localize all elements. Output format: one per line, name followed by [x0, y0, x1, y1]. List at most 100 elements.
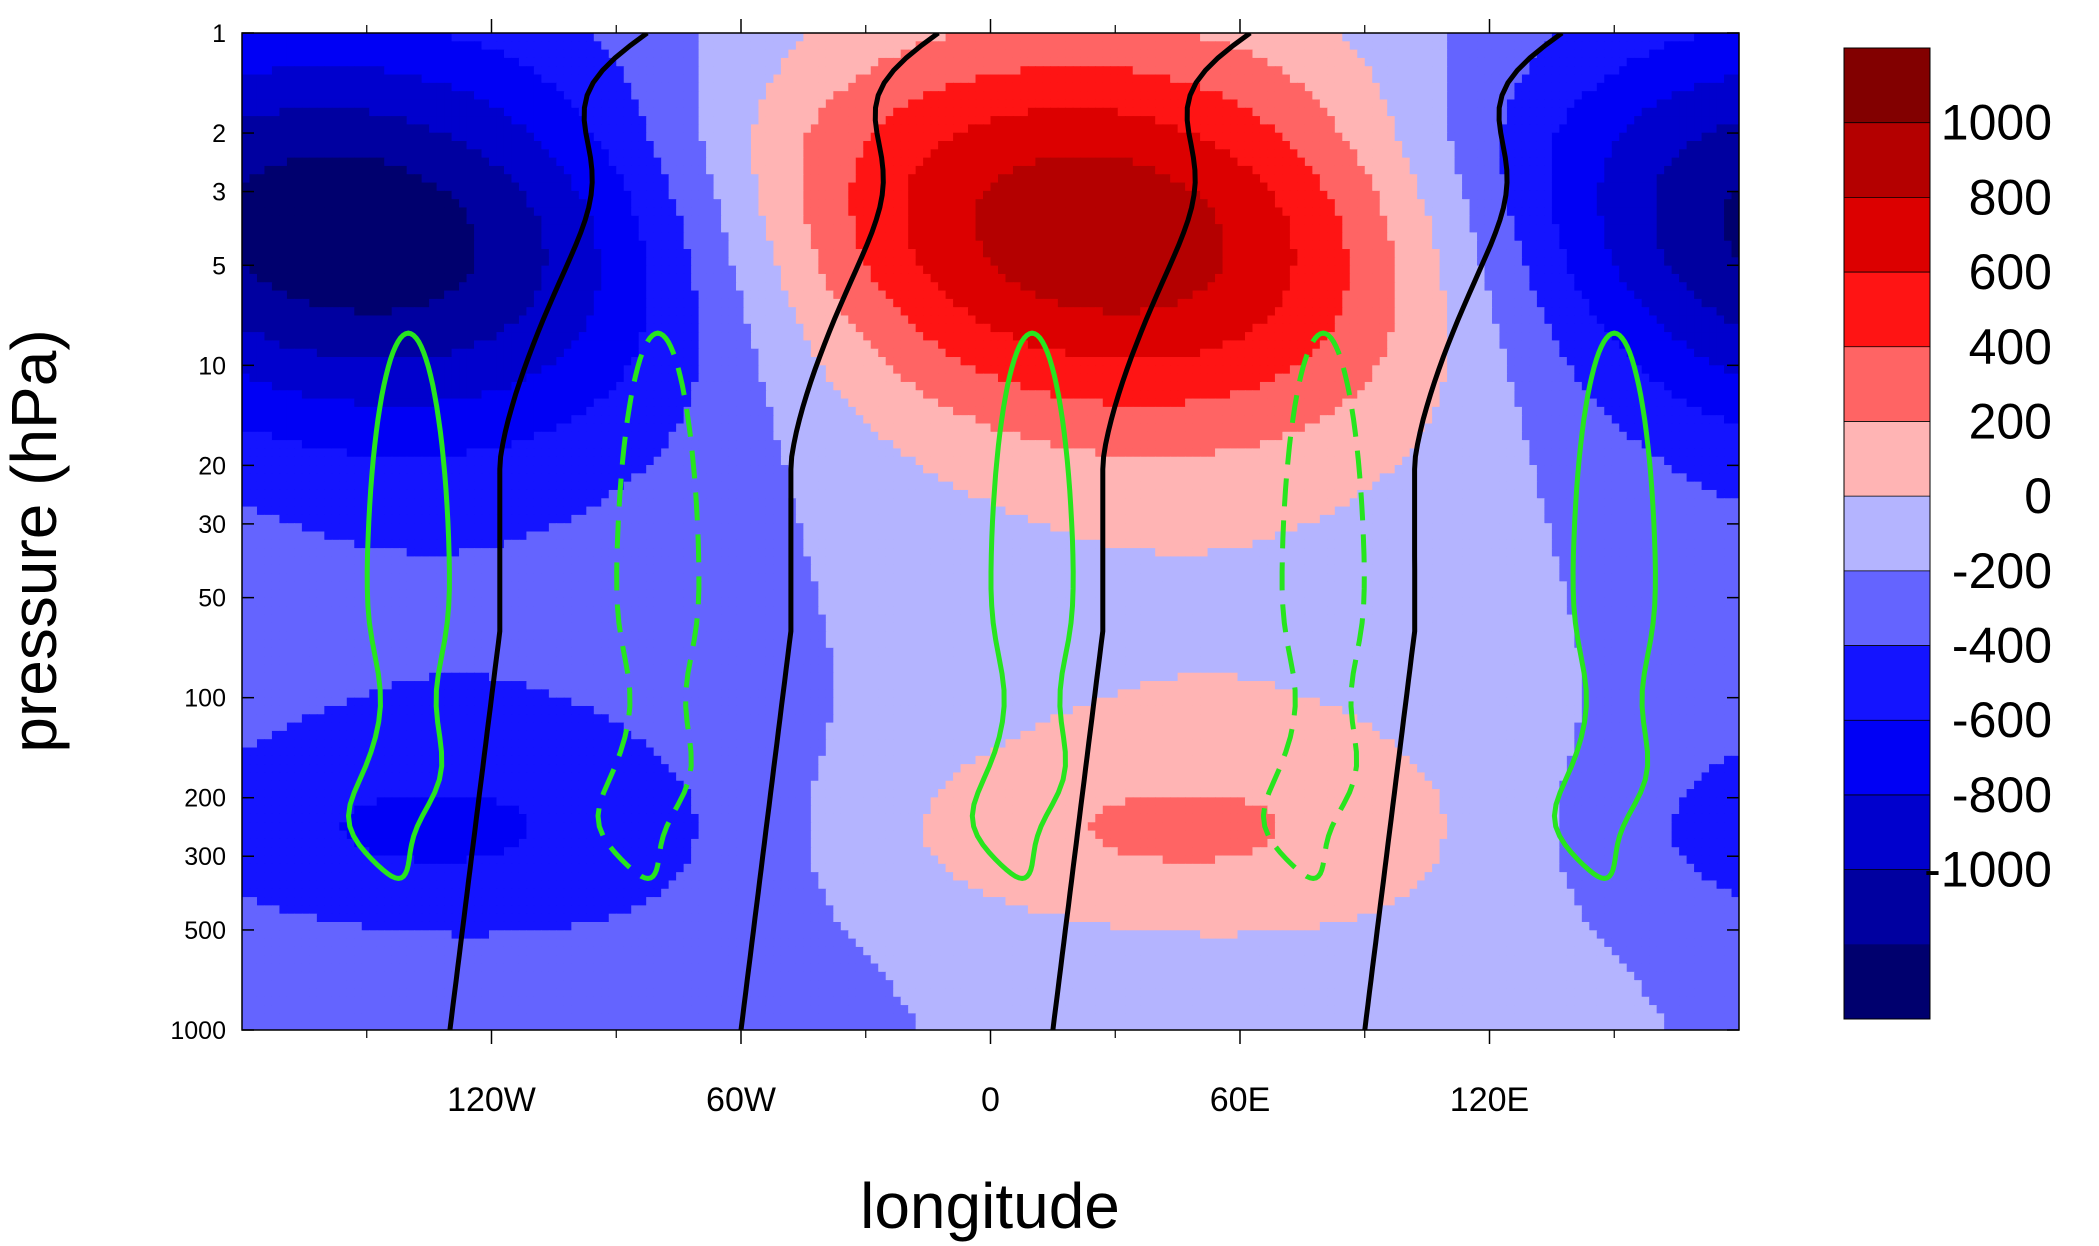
- field-cell: [773, 75, 781, 84]
- field-cell: [1028, 199, 1036, 208]
- field-cell: [1402, 216, 1410, 225]
- field-cell: [1260, 58, 1268, 67]
- field-cell: [684, 99, 692, 108]
- field-cell: [242, 149, 250, 158]
- field-cell: [684, 149, 692, 158]
- field-cell: [1088, 99, 1096, 108]
- field-cell: [257, 207, 265, 216]
- field-cell: [1260, 149, 1268, 158]
- field-cell: [1073, 149, 1081, 158]
- field-cell: [571, 33, 579, 42]
- field-cell: [1574, 224, 1582, 233]
- field-cell: [781, 174, 789, 183]
- field-cell: [1470, 99, 1478, 108]
- field-cell: [1544, 158, 1552, 167]
- field-cell: [744, 149, 752, 158]
- field-cell: [437, 83, 445, 92]
- field-cell: [691, 207, 699, 216]
- field-cell: [1709, 116, 1717, 125]
- field-cell: [1043, 58, 1051, 67]
- field-cell: [1447, 216, 1455, 225]
- field-cell: [377, 199, 385, 208]
- field-cell: [459, 133, 467, 142]
- field-cell: [1088, 183, 1096, 192]
- field-cell: [422, 66, 430, 75]
- field-cell: [729, 216, 737, 225]
- field-cell: [998, 116, 1006, 125]
- field-cell: [803, 50, 811, 59]
- field-cell: [1178, 174, 1186, 183]
- field-cell: [1290, 149, 1298, 158]
- field-cell: [818, 91, 826, 100]
- field-cell: [556, 149, 564, 158]
- field-cell: [714, 91, 722, 100]
- field-cell: [1462, 207, 1470, 216]
- field-cell: [1507, 232, 1515, 241]
- field-cell: [1462, 99, 1470, 108]
- field-cell: [384, 166, 392, 175]
- field-cell: [983, 158, 991, 167]
- field-cell: [706, 124, 714, 133]
- field-cell: [1215, 83, 1223, 92]
- field-cell: [946, 58, 954, 67]
- field-cell: [279, 75, 287, 84]
- field-cell: [429, 149, 437, 158]
- field-cell: [684, 124, 692, 133]
- field-cell: [362, 108, 370, 117]
- field-cell: [1148, 66, 1156, 75]
- field-cell: [407, 50, 415, 59]
- field-cell: [848, 75, 856, 84]
- field-cell: [1088, 216, 1096, 225]
- field-cell: [998, 50, 1006, 59]
- field-cell: [773, 33, 781, 42]
- field-cell: [1477, 166, 1485, 175]
- field-cell: [347, 183, 355, 192]
- field-cell: [601, 199, 609, 208]
- field-cell: [482, 58, 490, 67]
- field-cell: [1013, 133, 1021, 142]
- field-cell: [811, 224, 819, 233]
- field-cell: [459, 91, 467, 100]
- field-cell: [1043, 33, 1051, 42]
- field-cell: [1357, 183, 1365, 192]
- field-cell: [1455, 108, 1463, 117]
- field-cell: [736, 224, 744, 233]
- field-cell: [384, 141, 392, 150]
- field-cell: [1679, 124, 1687, 133]
- field-cell: [773, 207, 781, 216]
- field-cell: [511, 75, 519, 84]
- field-cell: [1544, 83, 1552, 92]
- field-cell: [489, 75, 497, 84]
- field-cell: [1679, 174, 1687, 183]
- field-cell: [1215, 141, 1223, 150]
- field-cell: [309, 166, 317, 175]
- field-cell: [1230, 108, 1238, 117]
- field-cell: [594, 141, 602, 150]
- field-cell: [1365, 133, 1373, 142]
- field-cell: [1148, 91, 1156, 100]
- field-cell: [1410, 199, 1418, 208]
- field-cell: [1522, 183, 1530, 192]
- field-cell: [1305, 124, 1313, 133]
- field-cell: [946, 166, 954, 175]
- field-cell: [639, 216, 647, 225]
- field-cell: [541, 141, 549, 150]
- field-cell: [1470, 108, 1478, 117]
- field-cell: [1724, 75, 1732, 84]
- field-cell: [901, 41, 909, 50]
- field-cell: [714, 224, 722, 233]
- field-cell: [721, 99, 729, 108]
- field-cell: [1462, 166, 1470, 175]
- field-cell: [893, 133, 901, 142]
- field-cell: [422, 232, 430, 241]
- field-cell: [1170, 124, 1178, 133]
- field-cell: [931, 108, 939, 117]
- field-cell: [1095, 83, 1103, 92]
- field-cell: [1507, 199, 1515, 208]
- field-cell: [482, 66, 490, 75]
- field-cell: [1155, 50, 1163, 59]
- field-cell: [848, 41, 856, 50]
- field-cell: [1380, 141, 1388, 150]
- field-cell: [242, 166, 250, 175]
- field-cell: [1649, 91, 1657, 100]
